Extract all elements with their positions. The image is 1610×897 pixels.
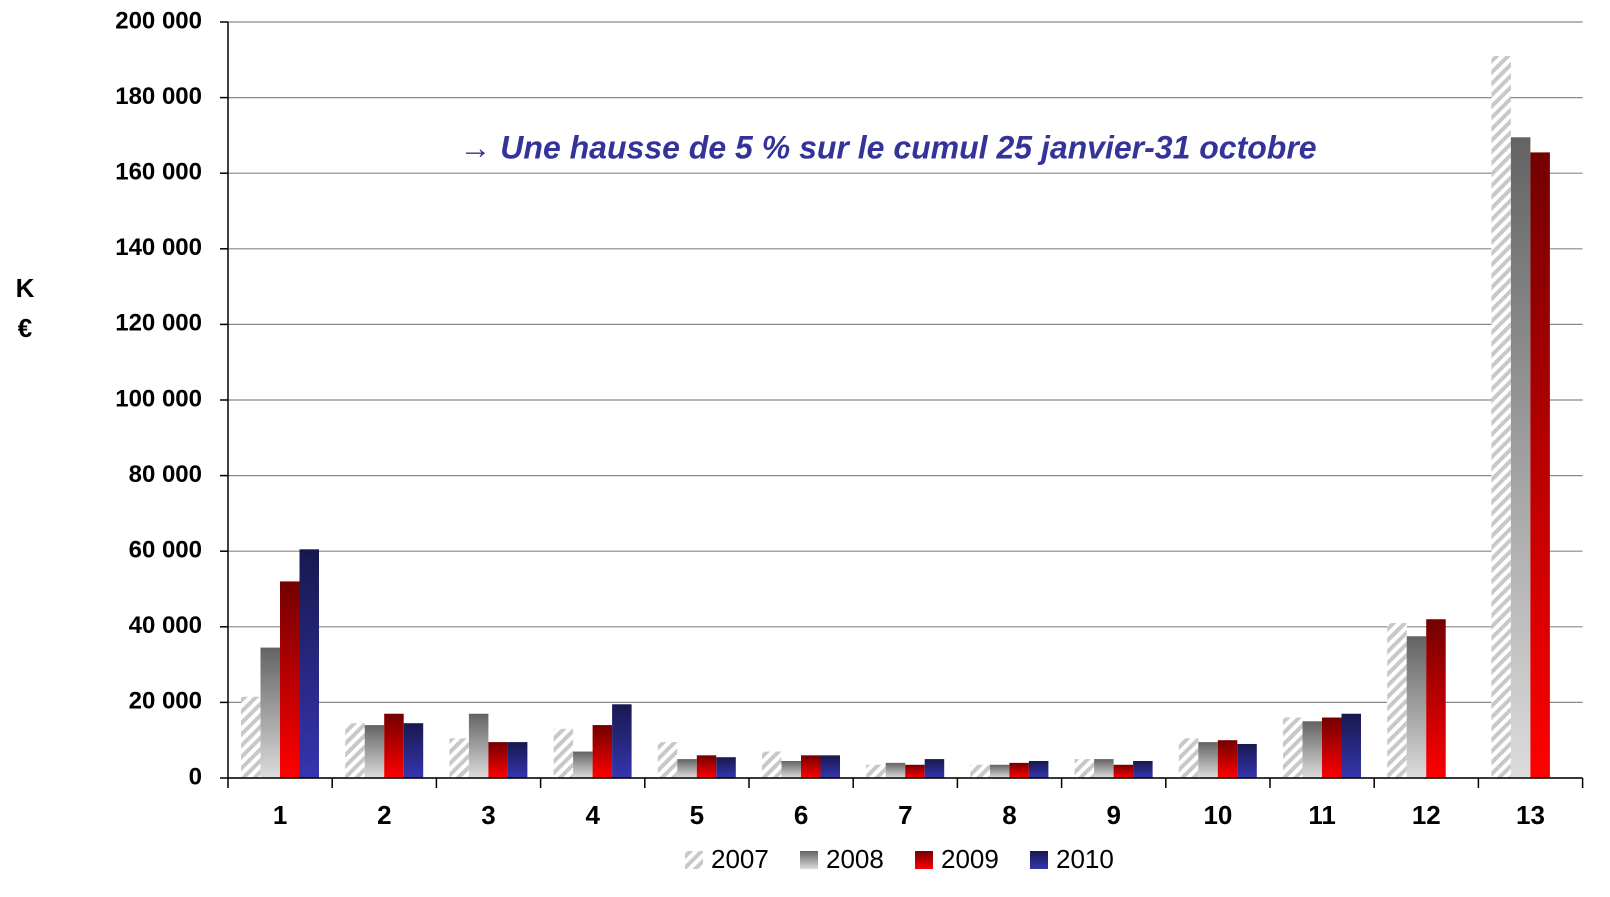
x-tick-label: 6 [794,800,808,830]
bar [553,728,574,778]
legend-label: 2007 [711,844,769,874]
legend-label: 2010 [1056,844,1114,874]
bar [1074,759,1095,778]
bar [820,755,840,778]
bar [488,742,508,778]
x-tick-label: 1 [273,800,287,830]
bar [1133,760,1153,778]
x-tick-label: 5 [690,800,704,830]
bar [1426,619,1446,778]
y-tick-label: 160 000 [115,159,202,186]
bar [1178,738,1199,778]
y-tick-label: 120 000 [115,310,202,337]
legend-label: 2008 [826,844,884,874]
y-tick-label: 0 [189,763,202,790]
bar [1283,717,1303,778]
bar [449,738,469,778]
x-tick-label: 2 [377,800,391,830]
bar [885,762,906,778]
bar [507,742,528,778]
bar [241,696,261,778]
legend-label: 2009 [941,844,999,874]
y-tick-label: 60 000 [129,537,202,564]
x-tick-label: 11 [1308,800,1336,830]
bar [1217,740,1238,778]
bar [403,723,424,778]
x-tick-label: 3 [481,800,495,830]
annotation: → Une hausse de 5 % sur le cumul 25 janv… [459,129,1316,165]
y-tick-label: 20 000 [129,688,202,715]
y-tick-label: 40 000 [129,612,202,639]
y-tick-label: 180 000 [115,83,202,110]
bar [260,647,280,778]
y-axis-label: K € [15,273,35,343]
bar [1198,742,1218,778]
bar [905,764,925,778]
bar [1094,759,1114,778]
bar [1113,764,1134,778]
bar [1237,743,1257,778]
bar [592,725,613,778]
bar [677,759,697,778]
x-tick-label: 10 [1203,800,1232,830]
legend-swatch [685,851,703,869]
bar [1302,721,1322,778]
bar [468,713,489,778]
y-tick-label: 140 000 [115,234,202,261]
bar [989,764,1010,778]
bar [696,755,717,778]
y-tick-label: 80 000 [129,461,202,488]
bar [299,549,319,778]
bar [762,751,782,778]
legend-swatch [1030,851,1048,869]
bar [924,759,945,778]
bar [1530,152,1550,778]
x-tick-label: 9 [1106,800,1120,830]
bar [801,755,821,778]
bar [1387,623,1407,778]
bar [1491,56,1511,778]
bar [970,764,990,778]
y-tick-label: 100 000 [115,385,202,412]
bar [866,764,886,778]
bar [573,751,593,778]
bar [345,723,365,778]
x-tick-label: 12 [1412,800,1441,830]
legend-swatch [915,851,933,869]
bar [280,581,300,778]
bar [1322,717,1342,778]
bar [384,713,404,778]
bar [612,704,632,778]
x-tick-label: 4 [585,800,600,830]
bar [1028,760,1049,778]
bar [1510,137,1531,779]
bar [781,760,801,778]
legend-swatch [800,851,818,869]
y-tick-label: 200 000 [115,7,202,34]
x-tick-label: 13 [1516,800,1545,830]
bar [716,757,736,778]
bar [657,742,678,778]
bar [1009,762,1029,778]
bar [1341,713,1361,778]
bar [1406,636,1427,778]
x-tick-label: 8 [1002,800,1016,830]
bar [364,725,385,778]
x-tick-label: 7 [898,800,912,830]
